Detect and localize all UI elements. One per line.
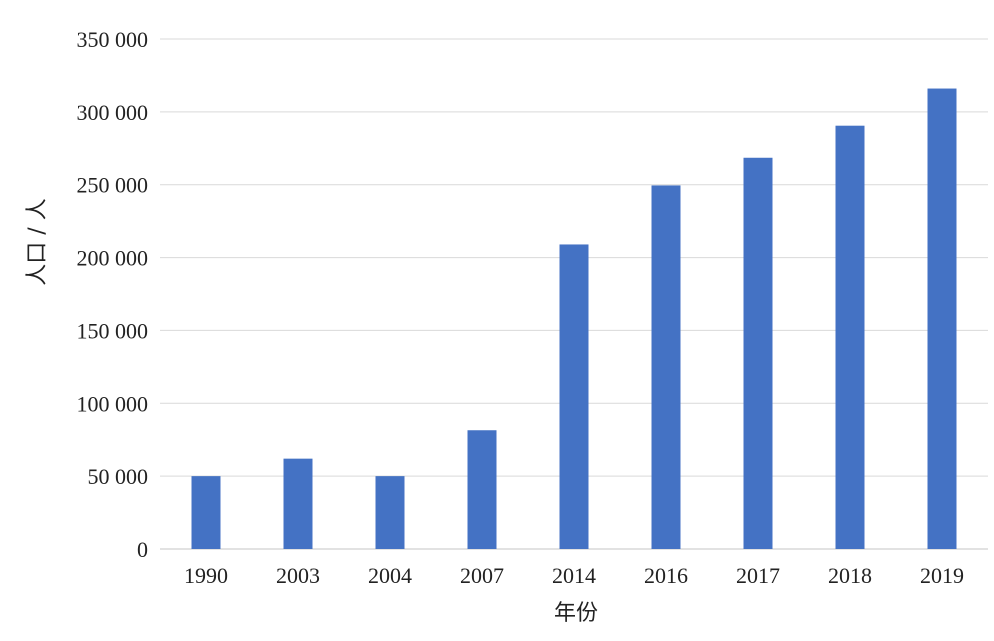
x-tick-label: 2018 bbox=[828, 563, 872, 588]
y-tick-label: 50 000 bbox=[88, 464, 149, 489]
x-tick-label: 2017 bbox=[736, 563, 780, 588]
x-tick-label: 2004 bbox=[368, 563, 412, 588]
bar-2007 bbox=[467, 430, 497, 549]
bar-2003 bbox=[283, 458, 313, 549]
y-tick-label: 350 000 bbox=[77, 27, 149, 52]
y-tick-label: 250 000 bbox=[77, 173, 149, 198]
y-tick-label: 150 000 bbox=[77, 318, 149, 343]
bar-2014 bbox=[559, 244, 589, 549]
y-tick-label: 300 000 bbox=[77, 100, 149, 125]
y-tick-labels: 0 50 000 100 000 150 000 200 000 250 000 300 0… bbox=[77, 27, 149, 562]
x-axis-title: 年份 bbox=[554, 601, 598, 626]
x-tick-label: 2019 bbox=[920, 563, 964, 588]
y-tick-label: 100 000 bbox=[77, 391, 149, 416]
bar-1990 bbox=[191, 476, 221, 549]
bar-2018 bbox=[835, 125, 865, 549]
y-axis-title: 人口 / 人 bbox=[25, 198, 50, 285]
x-tick-label: 2016 bbox=[644, 563, 688, 588]
bar-2017 bbox=[743, 157, 773, 549]
x-tick-label: 2007 bbox=[460, 563, 504, 588]
bar-2019 bbox=[927, 88, 957, 550]
bar-2004 bbox=[375, 476, 405, 549]
x-tick-label: 1990 bbox=[184, 563, 228, 588]
x-tick-label: 2014 bbox=[552, 563, 596, 588]
bar-2016 bbox=[651, 185, 681, 549]
x-tick-labels: 1990 2003 2004 2007 2014 2016 2017 2018 2019 bbox=[184, 563, 964, 588]
x-tick-label: 2003 bbox=[276, 563, 320, 588]
y-tick-label: 200 000 bbox=[77, 246, 149, 271]
bars bbox=[191, 88, 957, 550]
y-tick-label: 0 bbox=[137, 537, 148, 562]
